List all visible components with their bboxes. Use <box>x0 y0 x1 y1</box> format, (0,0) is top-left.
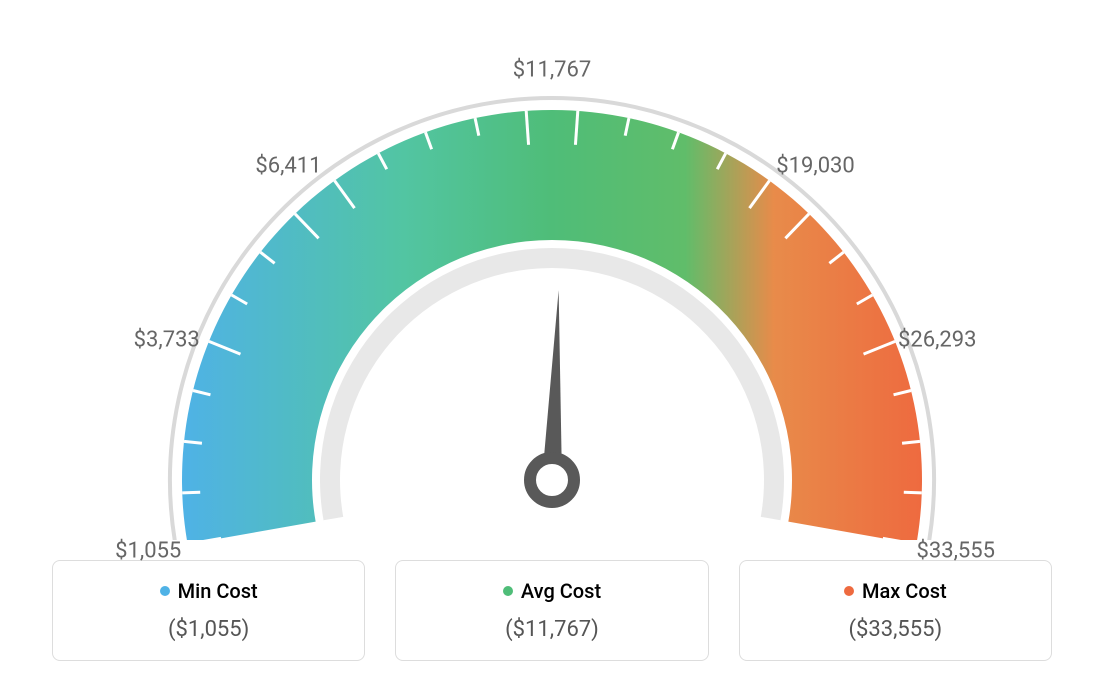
gauge-tick-label: $6,411 <box>255 153 321 178</box>
max-cost-card: Max Cost ($33,555) <box>739 560 1052 661</box>
gauge-tick-label: $33,555 <box>917 539 996 564</box>
gauge-tick-label: $26,293 <box>898 327 977 352</box>
max-dot-icon <box>844 586 854 596</box>
avg-cost-value: ($11,767) <box>406 617 697 642</box>
gauge-tick-label: $19,030 <box>776 153 855 178</box>
avg-cost-title: Avg Cost <box>406 579 697 603</box>
max-cost-value: ($33,555) <box>750 617 1041 642</box>
min-cost-title: Min Cost <box>63 579 354 603</box>
gauge-tick-label: $11,767 <box>513 58 592 83</box>
max-cost-label: Max Cost <box>862 579 947 603</box>
gauge-chart: $1,055$3,733$6,411$11,767$19,030$26,293$… <box>52 20 1052 540</box>
min-dot-icon <box>160 586 170 596</box>
min-cost-value: ($1,055) <box>63 617 354 642</box>
gauge-svg <box>52 20 1052 540</box>
min-cost-card: Min Cost ($1,055) <box>52 560 365 661</box>
avg-cost-label: Avg Cost <box>521 579 601 603</box>
legend-row: Min Cost ($1,055) Avg Cost ($11,767) Max… <box>52 560 1052 661</box>
min-cost-label: Min Cost <box>178 579 258 603</box>
max-cost-title: Max Cost <box>750 579 1041 603</box>
gauge-tick-label: $1,055 <box>115 539 181 564</box>
avg-dot-icon <box>503 586 513 596</box>
avg-cost-card: Avg Cost ($11,767) <box>395 560 708 661</box>
gauge-tick-label: $3,733 <box>134 327 200 352</box>
